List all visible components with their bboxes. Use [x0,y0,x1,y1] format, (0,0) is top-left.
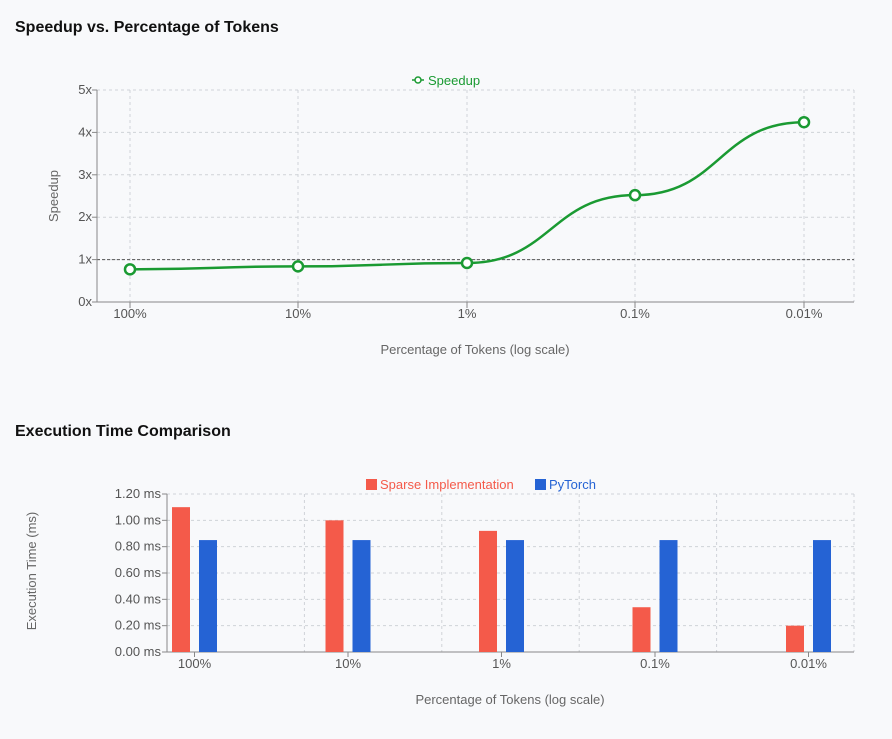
y-tick-label: 0.80 ms [115,539,162,554]
speedup-chart-title: Speedup vs. Percentage of Tokens [15,19,279,36]
bar-pytorch [506,540,524,652]
y-axis-label: Speedup [46,170,61,222]
x-tick-label: 100% [178,656,212,671]
legend-swatch-sparse [366,479,377,490]
bar-pytorch [199,540,217,652]
y-tick-label: 5x [78,82,92,97]
speedup-line [129,120,805,271]
x-tick-label: 100% [113,306,147,321]
speedup-point [291,260,305,273]
y-tick-label: 0.60 ms [115,565,162,580]
legend-label-speedup: Speedup [428,73,480,88]
y-tick-label: 1.20 ms [115,486,162,501]
speedup-point [123,263,137,276]
x-tick-label: 0.1% [620,306,650,321]
bar-sparse [172,507,190,652]
y-tick-label: 2x [78,209,92,224]
y-tick-label: 0.20 ms [115,618,162,633]
execution-chart-title: Execution Time Comparison [15,423,231,440]
x-tick-label: 1% [492,656,511,671]
x-tick-label: 0.1% [640,656,670,671]
bar-sparse [786,625,804,652]
y-tick-label: 1x [78,252,92,267]
y-tick-label: 0x [78,294,92,309]
bar-sparse [479,530,497,652]
x-axis-label: Percentage of Tokens (log scale) [380,342,569,357]
bar-pytorch [659,540,678,652]
y-tick-label: 1.00 ms [115,512,162,527]
legend-marker-speedup [414,76,422,84]
legend-swatch-pytorch [535,479,546,490]
x-tick-label: 0.01% [786,306,823,321]
legend-label-sparse: Sparse Implementation [380,477,514,492]
x-tick-label: 10% [335,656,361,671]
bar-sparse [632,607,651,652]
x-axis-label: Percentage of Tokens (log scale) [415,692,604,707]
x-tick-label: 0.01% [790,656,827,671]
bar-sparse [325,520,344,652]
bar-pytorch [352,540,371,652]
x-tick-label: 1% [458,306,477,321]
speedup-point [460,256,474,270]
y-tick-label: 3x [78,167,92,182]
y-tick-label: 4x [78,124,92,139]
legend-label-pytorch: PyTorch [549,477,596,492]
x-tick-label: 10% [285,306,311,321]
y-axis-label: Execution Time (ms) [24,512,39,630]
y-tick-label: 0.00 ms [115,644,162,659]
y-tick-label: 0.40 ms [115,591,162,606]
bar-pytorch [813,540,831,652]
speedup-point [628,188,642,202]
speedup-point [797,115,811,129]
